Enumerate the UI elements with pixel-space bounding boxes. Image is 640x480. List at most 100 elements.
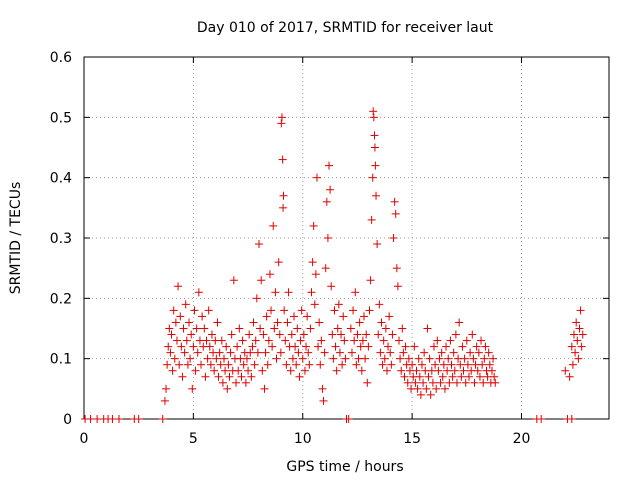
data-point bbox=[370, 131, 379, 140]
data-point bbox=[258, 366, 267, 375]
data-point bbox=[463, 360, 472, 369]
data-point bbox=[315, 318, 324, 327]
data-point bbox=[316, 360, 325, 369]
data-point bbox=[382, 366, 391, 375]
data-point bbox=[216, 360, 225, 369]
data-point bbox=[297, 306, 306, 315]
data-point bbox=[420, 348, 429, 357]
data-point bbox=[180, 348, 189, 357]
data-point bbox=[371, 161, 380, 170]
x-tick-label: 0 bbox=[80, 431, 89, 447]
data-point bbox=[303, 312, 312, 321]
data-point bbox=[253, 348, 262, 357]
data-point bbox=[244, 366, 253, 375]
data-point bbox=[415, 372, 424, 381]
data-point bbox=[283, 318, 292, 327]
data-point bbox=[414, 354, 423, 363]
data-point bbox=[248, 342, 257, 351]
data-point bbox=[325, 161, 333, 170]
data-point bbox=[234, 366, 243, 375]
data-point bbox=[465, 372, 473, 381]
data-point bbox=[257, 276, 266, 285]
y-tick-label: 0.3 bbox=[50, 231, 72, 247]
data-point bbox=[299, 330, 308, 339]
data-point bbox=[237, 372, 246, 381]
data-point bbox=[314, 342, 323, 351]
data-point bbox=[255, 240, 263, 249]
data-point bbox=[491, 378, 500, 387]
data-point bbox=[410, 342, 419, 351]
data-point bbox=[404, 354, 413, 363]
data-point bbox=[379, 336, 388, 345]
data-point bbox=[537, 415, 546, 423]
data-point bbox=[351, 288, 360, 297]
data-point bbox=[318, 384, 327, 393]
data-point bbox=[432, 384, 441, 393]
data-point bbox=[194, 288, 203, 297]
data-point bbox=[235, 324, 244, 333]
data-point bbox=[134, 415, 143, 423]
data-point bbox=[262, 312, 271, 321]
data-point bbox=[479, 378, 488, 387]
data-point bbox=[363, 378, 372, 387]
data-point bbox=[296, 336, 305, 345]
data-point bbox=[484, 348, 493, 357]
data-point bbox=[239, 360, 248, 369]
data-point bbox=[172, 336, 181, 345]
data-point bbox=[272, 354, 281, 363]
data-point bbox=[312, 173, 321, 182]
data-point bbox=[452, 378, 461, 387]
data-point bbox=[567, 415, 576, 423]
x-tick-label: 20 bbox=[513, 431, 531, 447]
data-point bbox=[320, 348, 329, 357]
data-point bbox=[330, 306, 339, 315]
data-point bbox=[166, 348, 175, 357]
data-point bbox=[268, 342, 277, 351]
data-point bbox=[223, 384, 232, 393]
data-point bbox=[377, 318, 386, 327]
data-point bbox=[384, 342, 393, 351]
data-point bbox=[395, 336, 403, 345]
data-point bbox=[286, 366, 295, 375]
data-point bbox=[353, 330, 362, 339]
data-point bbox=[460, 354, 469, 363]
data-point bbox=[417, 360, 426, 369]
data-point bbox=[340, 336, 349, 345]
data-point bbox=[198, 312, 207, 321]
data-point bbox=[368, 173, 377, 182]
data-point bbox=[306, 324, 315, 333]
data-point bbox=[439, 360, 448, 369]
data-point bbox=[462, 336, 471, 345]
data-point bbox=[261, 348, 270, 357]
data-point bbox=[233, 342, 242, 351]
data-point bbox=[574, 354, 583, 363]
data-point bbox=[207, 330, 216, 339]
data-point bbox=[362, 330, 371, 339]
data-point bbox=[457, 372, 466, 381]
data-point bbox=[278, 155, 287, 164]
data-point bbox=[469, 354, 478, 363]
data-point bbox=[447, 360, 456, 369]
data-point bbox=[280, 306, 289, 315]
x-tick-label: 15 bbox=[403, 431, 421, 447]
data-point bbox=[168, 366, 177, 375]
data-point bbox=[292, 360, 301, 369]
data-point bbox=[332, 366, 341, 375]
data-point bbox=[251, 336, 260, 345]
data-point bbox=[565, 372, 574, 381]
data-point bbox=[334, 300, 343, 309]
data-point bbox=[411, 378, 420, 387]
data-point bbox=[247, 372, 256, 381]
data-point bbox=[294, 348, 303, 357]
plot-frame bbox=[83, 56, 610, 420]
data-point bbox=[188, 384, 197, 393]
data-point bbox=[326, 185, 335, 194]
data-point bbox=[329, 354, 338, 363]
data-point bbox=[472, 342, 481, 351]
data-point bbox=[433, 336, 442, 345]
data-point bbox=[267, 306, 276, 315]
data-point bbox=[323, 234, 332, 242]
data-point bbox=[456, 360, 465, 369]
data-point bbox=[206, 360, 215, 369]
